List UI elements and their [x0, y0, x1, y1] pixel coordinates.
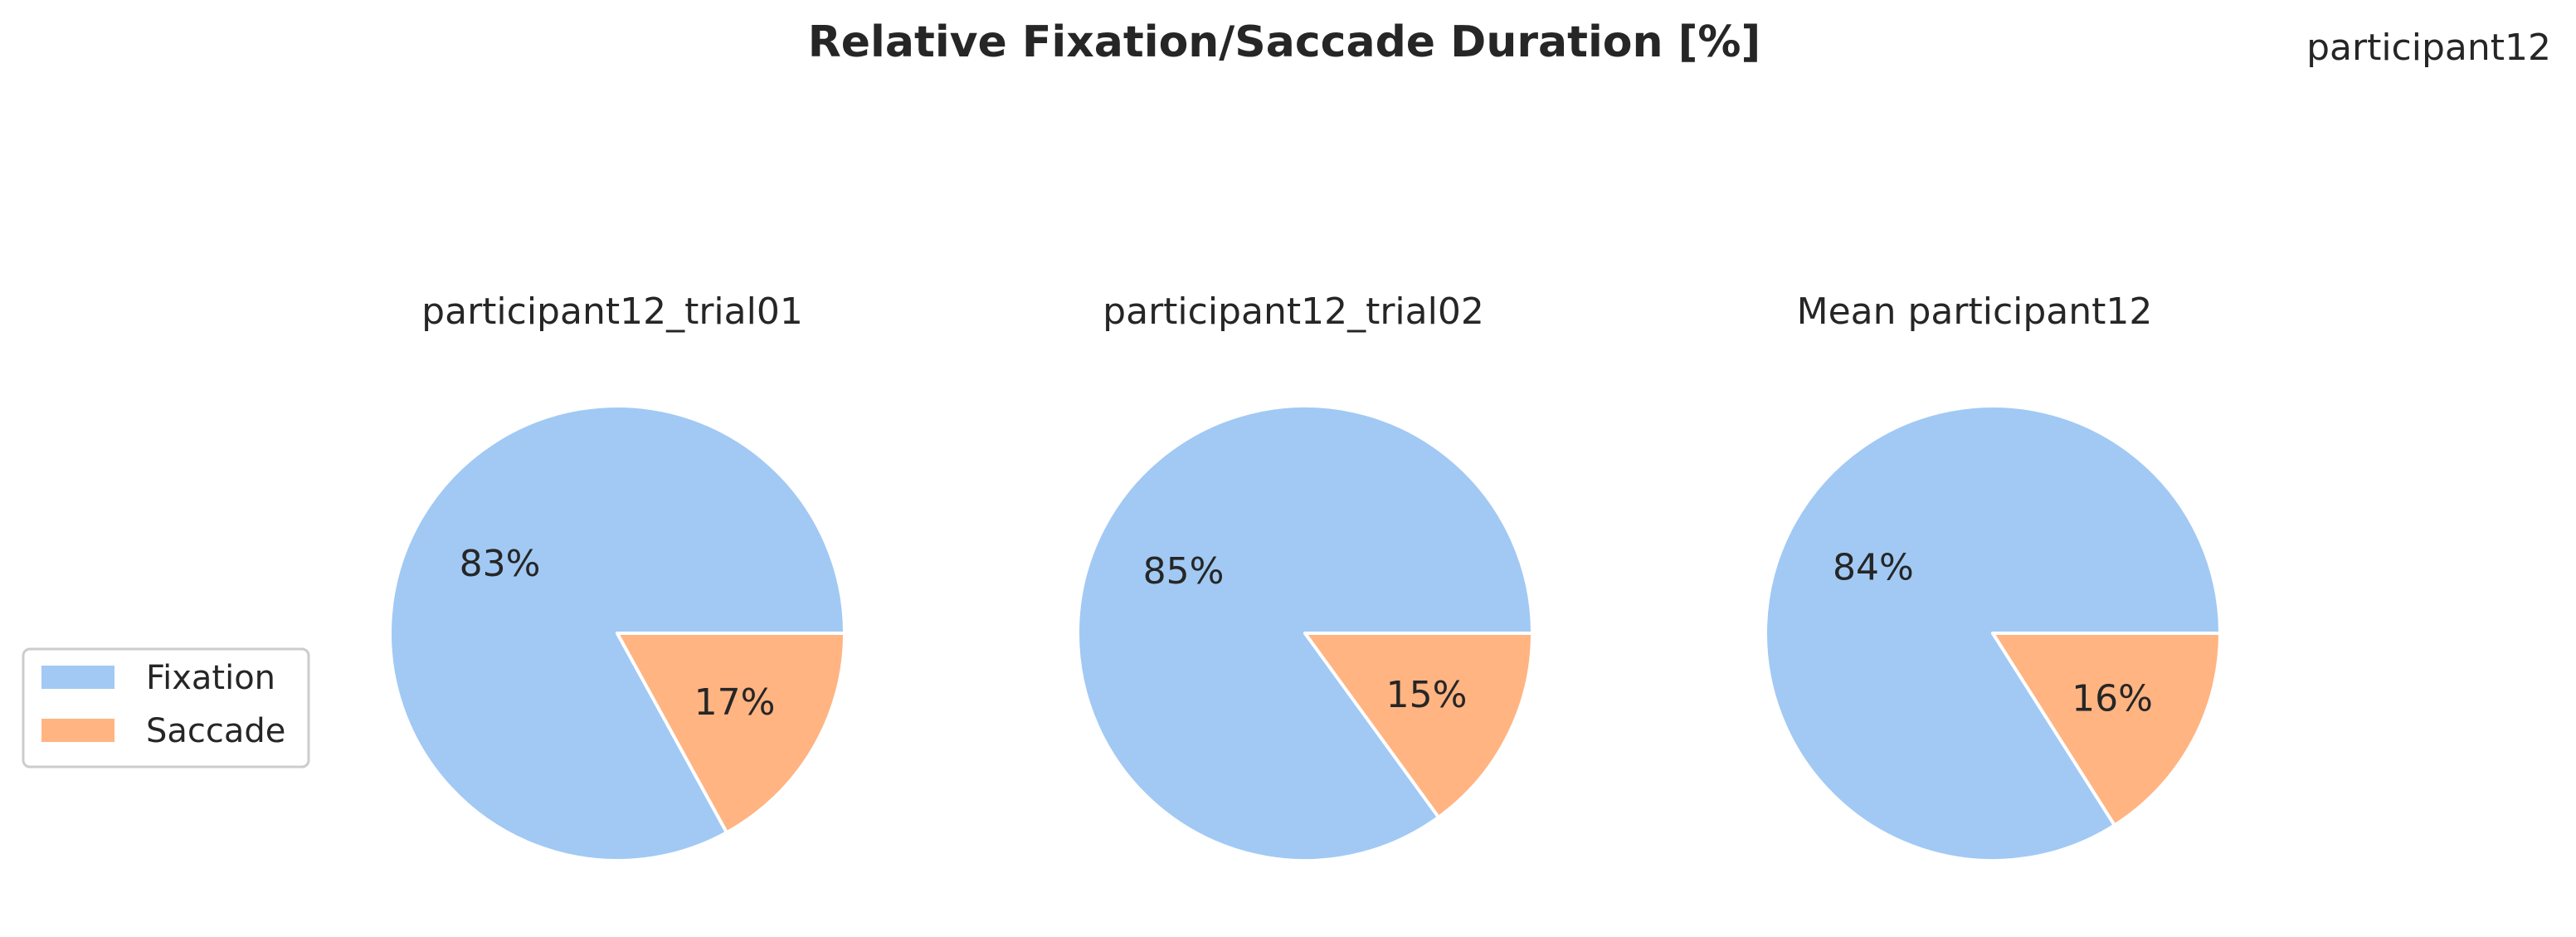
pie-slices: 84% 16%	[1764, 404, 2222, 862]
legend-swatch-saccade	[41, 719, 114, 742]
pie-slice-saccade	[1303, 632, 1534, 819]
pie-percent-label-saccade: 15%	[1386, 674, 1468, 716]
legend-swatch-fixation	[41, 666, 114, 689]
pie-subplot-1: participant12_trial01 83% 17%	[388, 290, 846, 863]
legend-label-fixation: Fixation	[146, 659, 275, 697]
subplot-title: participant12_trial01	[421, 290, 803, 333]
legend: Fixation Saccade	[22, 647, 310, 769]
legend-label-saccade: Saccade	[146, 712, 285, 750]
figure-suptitle: Relative Fixation/Saccade Duration [%]	[808, 17, 1761, 67]
pie-slice-fixation	[388, 404, 846, 863]
participant-label: participant12	[2306, 27, 2551, 69]
pie-subplot-2: participant12_trial02 85% 15%	[1076, 290, 1534, 862]
pie-percent-label-saccade: 16%	[2072, 678, 2153, 720]
pie-percent-label-fixation: 83%	[460, 543, 541, 585]
subplot-title: Mean participant12	[1797, 290, 2153, 333]
pie-subplot-3: Mean participant12 84% 16%	[1764, 290, 2222, 862]
subplot-title: participant12_trial02	[1103, 290, 1484, 333]
pie-slice-saccade	[1991, 632, 2222, 827]
pie-percent-label-fixation: 85%	[1143, 550, 1225, 593]
pie-slices: 85% 15%	[1076, 404, 1534, 862]
pie-slice-saccade	[616, 632, 846, 835]
pie-slices: 83% 17%	[388, 404, 846, 863]
pie-percent-label-saccade: 17%	[694, 681, 776, 724]
pie-slice-fixation	[1764, 404, 2222, 862]
pie-percent-label-fixation: 84%	[1833, 546, 1914, 588]
